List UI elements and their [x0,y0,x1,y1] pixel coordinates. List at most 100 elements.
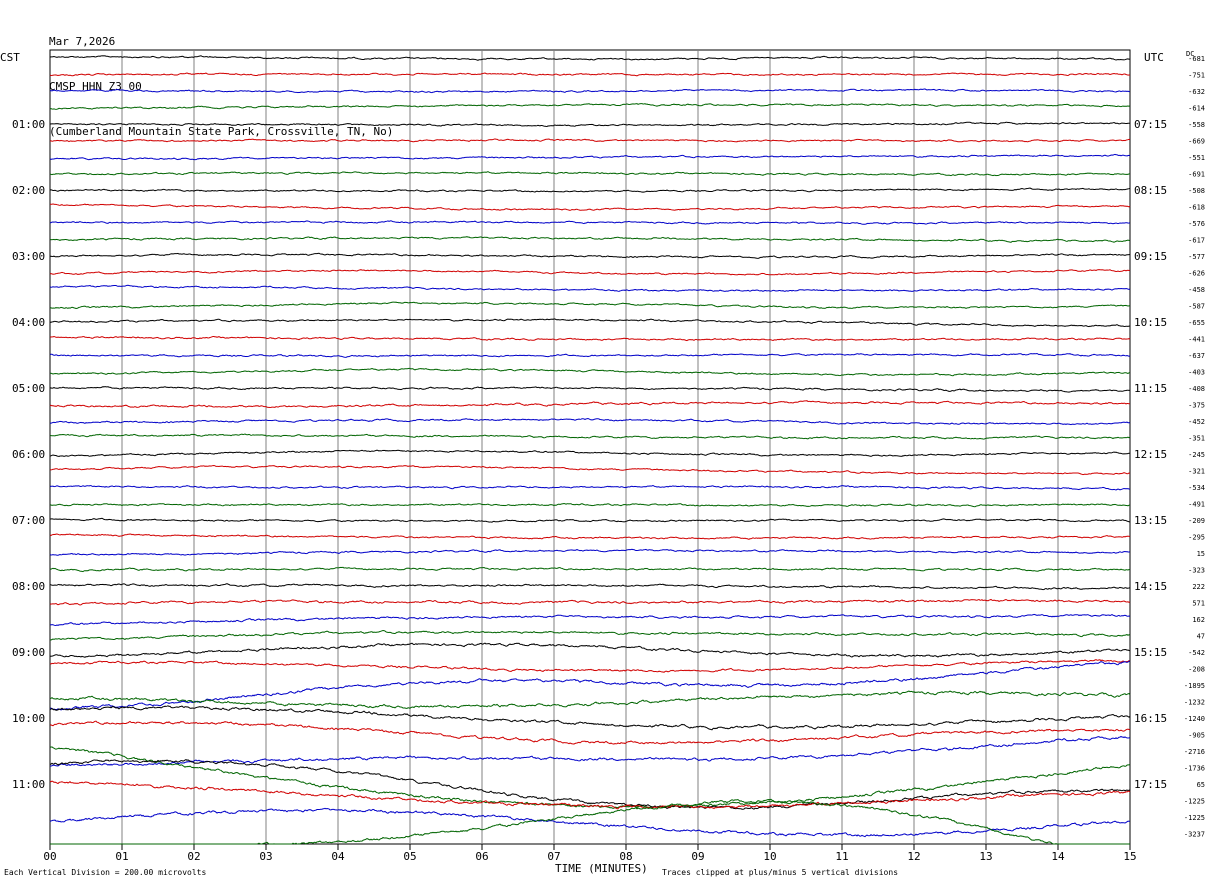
trace-line [49,72,1130,77]
dc-offset-label: -1225 [1184,814,1205,822]
trace-line [49,807,1131,838]
trace-line [49,433,1131,440]
trace-line [49,103,1131,110]
dc-offset-label: -209 [1188,517,1205,525]
left-hour-label: 03:00 [12,250,45,263]
x-tick-label: 00 [43,850,56,863]
trace-line [49,88,1130,94]
left-hour-label: 06:00 [12,448,45,461]
trace-line [49,566,1131,573]
trace-line [49,220,1131,225]
dc-offset-label: -208 [1188,666,1205,674]
dc-offset-label: -617 [1188,237,1205,245]
dc-offset-label: -751 [1188,72,1205,80]
dc-offset-label: -1736 [1184,765,1205,773]
dc-offset-label: -1240 [1184,715,1205,723]
dc-offset-label: 65 [1197,781,1205,789]
trace-line [49,284,1131,292]
x-tick-label: 03 [259,850,272,863]
dc-offset-label: -2716 [1184,748,1205,756]
dc-offset-label: -691 [1188,171,1205,179]
dc-offset-label: -508 [1188,187,1205,195]
dc-offset-label: -681 [1188,55,1205,63]
right-hour-label: 15:15 [1134,646,1167,659]
left-hour-label: 08:00 [12,580,45,593]
left-hour-label: 10:00 [12,712,45,725]
dc-offset-label: -1895 [1184,682,1205,690]
x-tick-label: 10 [763,850,776,863]
dc-offset-label: -558 [1188,121,1205,129]
date-label: Mar 7,2026 [49,35,116,48]
x-tick-label: 08 [619,850,632,863]
trace-line [49,138,1131,143]
trace-line [49,705,1131,731]
scale-note: Each Vertical Division = 200.00 microvol… [4,868,207,877]
right-hour-label: 16:15 [1134,712,1167,725]
trace-line [49,171,1130,177]
trace-line [49,660,1131,711]
right-hour-label: 13:15 [1134,514,1167,527]
trace-line [49,613,1131,627]
x-tick-label: 09 [691,850,704,863]
right-hour-label: 09:15 [1134,250,1167,263]
trace-line [49,533,1131,540]
trace-line [49,121,1130,128]
dc-offset-label: -441 [1188,336,1205,344]
dc-offset-label: -587 [1188,303,1205,311]
dc-offset-label: -655 [1188,319,1205,327]
location-label: (Cumberland Mountain State Park, Crossvi… [49,125,394,138]
x-tick-label: 15 [1123,850,1136,863]
dc-offset-label: -1225 [1184,798,1205,806]
dc-offset-label: -905 [1188,732,1205,740]
dc-offset-label: -408 [1188,385,1205,393]
trace-line [49,780,1131,810]
dc-offset-label: -403 [1188,369,1205,377]
right-hour-label: 08:15 [1134,184,1167,197]
dc-offset-label: -534 [1188,484,1205,492]
dc-offset-label: -452 [1188,418,1205,426]
dc-offset-label: -375 [1188,402,1205,410]
dc-offset-label: -669 [1188,138,1205,146]
dc-offset-label: 571 [1192,600,1205,608]
dc-offset-label: -637 [1188,352,1205,360]
trace-line [49,187,1131,193]
dc-offset-label: 47 [1197,633,1205,641]
left-hour-label: 11:00 [12,778,45,791]
trace-line [49,335,1131,342]
dc-offset-label: -614 [1188,105,1205,113]
clip-note: Traces clipped at plus/minus 5 vertical … [662,868,899,877]
trace-line [49,583,1131,591]
right-hour-label: 10:15 [1134,316,1167,329]
dc-header-label: DC [1186,50,1194,58]
left-hour-label: 04:00 [12,316,45,329]
dc-offset-label: -576 [1188,220,1205,228]
trace-line [49,55,1131,61]
trace-line [50,367,1131,377]
x-tick-label: 07 [547,850,560,863]
x-tick-label: 05 [403,850,416,863]
dc-offset-label: -458 [1188,286,1205,294]
dc-offset-label: -295 [1188,534,1205,542]
dc-offset-label: 15 [1197,550,1205,558]
dc-offset-label: 162 [1192,616,1205,624]
trace-line [49,464,1131,476]
x-tick-label: 02 [187,850,200,863]
dc-offset-label: -245 [1188,451,1205,459]
trace-line [49,642,1131,658]
trace-line [49,449,1130,458]
left-hour-label: 07:00 [12,514,45,527]
x-tick-label: 14 [1051,850,1065,863]
dc-offset-label: -618 [1188,204,1205,212]
x-tick-label: 06 [475,850,488,863]
x-tick-label: 01 [115,850,128,863]
trace-line [49,386,1131,393]
left-hour-label: 05:00 [12,382,45,395]
trace-line [49,759,1131,810]
trace-line [50,798,1130,845]
dc-offset-label: -321 [1188,468,1205,476]
dc-offset-label: -551 [1188,154,1205,162]
chart-header: Mar 7,2026 CMSP HHN Z3 00 (Cumberland Mo… [49,4,393,154]
dc-offset-label: -632 [1188,88,1205,96]
trace-line [49,417,1131,426]
